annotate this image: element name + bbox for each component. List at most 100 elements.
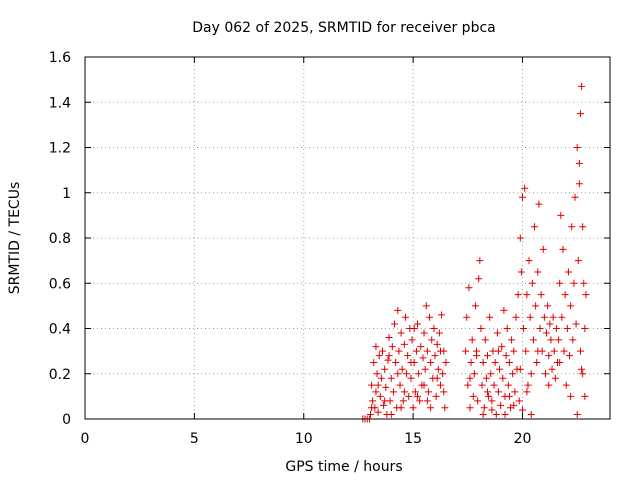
data-point: [535, 200, 543, 208]
data-point: [574, 257, 582, 265]
data-point: [463, 313, 471, 321]
data-point: [548, 365, 556, 373]
data-point: [529, 336, 537, 344]
data-point: [417, 343, 425, 351]
data-point: [510, 347, 518, 355]
data-point: [380, 401, 388, 409]
data-point: [399, 397, 407, 405]
data-point: [581, 392, 589, 400]
data-point: [568, 223, 576, 231]
data-point: [497, 401, 505, 409]
data-point: [377, 374, 385, 382]
data-point: [517, 268, 525, 276]
data-point: [557, 211, 565, 219]
data-point: [408, 336, 416, 344]
data-point: [528, 279, 536, 287]
data-point: [389, 388, 397, 396]
data-point: [501, 410, 509, 418]
data-point: [576, 347, 584, 355]
data-point: [550, 347, 558, 355]
data-point: [519, 193, 526, 201]
data-point: [498, 343, 506, 351]
data-point: [492, 410, 500, 418]
data-point: [556, 279, 564, 287]
data-point: [412, 347, 420, 355]
data-point: [488, 406, 496, 414]
data-point: [475, 275, 483, 283]
data-point: [423, 397, 431, 405]
data-point: [466, 404, 474, 412]
data-point: [510, 401, 518, 409]
data-point: [573, 144, 581, 151]
data-point: [414, 320, 421, 328]
data-point: [576, 110, 584, 118]
data-point: [387, 410, 395, 418]
data-point: [539, 245, 547, 253]
data-point: [508, 336, 516, 344]
data-point: [411, 388, 419, 396]
data-point: [555, 336, 563, 344]
data-point: [467, 358, 475, 366]
x-tick-label: 0: [81, 431, 90, 447]
data-point: [486, 313, 494, 321]
data-point: [416, 397, 424, 405]
data-point: [427, 358, 435, 366]
data-point: [526, 313, 534, 321]
data-point: [569, 336, 577, 344]
data-point: [368, 381, 376, 389]
data-point: [477, 325, 485, 332]
data-point: [504, 381, 512, 389]
data-point: [502, 352, 510, 360]
data-point: [431, 352, 439, 360]
data-point: [494, 388, 502, 396]
data-point: [505, 358, 513, 366]
data-point: [369, 397, 377, 405]
data-point: [422, 302, 430, 310]
data-point: [540, 313, 548, 321]
data-point: [516, 234, 524, 242]
data-point: [527, 410, 535, 418]
data-point: [395, 347, 403, 355]
data-point: [511, 388, 519, 396]
data-point: [493, 329, 501, 337]
data-point: [552, 325, 560, 332]
data-point: [403, 370, 411, 378]
data-point: [470, 370, 478, 378]
data-point: [372, 343, 380, 351]
axis-ticks: 0 5 10 15 20 0 0.2 0.4 0.6 0.8 1 1.2 1.4 1.6: [49, 50, 610, 447]
data-point: [374, 381, 382, 389]
data-point: [481, 336, 489, 344]
data-point: [404, 352, 412, 360]
data-point: [532, 302, 540, 310]
x-axis-label: GPS time / hours: [285, 459, 402, 475]
y-tick-label: 0.8: [49, 231, 71, 247]
data-point: [397, 329, 405, 337]
data-point: [396, 381, 404, 389]
data-point: [465, 284, 473, 292]
data-point: [370, 358, 378, 366]
data-point: [468, 336, 476, 344]
data-point: [485, 392, 493, 400]
data-point: [561, 291, 569, 299]
data-point: [441, 404, 449, 412]
data-point: [415, 370, 423, 378]
data-point: [525, 257, 533, 265]
data-point: [573, 410, 581, 418]
data-point: [420, 381, 428, 389]
data-point: [556, 358, 564, 366]
data-point: [480, 404, 488, 412]
data-point: [581, 325, 589, 332]
data-point: [500, 306, 508, 314]
data-point: [580, 279, 588, 287]
data-point: [582, 291, 590, 299]
data-point: [566, 352, 574, 360]
data-point: [414, 392, 421, 400]
data-point: [434, 365, 442, 373]
data-point: [385, 352, 393, 360]
y-tick-label: 0.4: [49, 322, 71, 338]
data-point: [578, 82, 586, 90]
data-point: [551, 374, 559, 382]
data-point: [387, 374, 395, 382]
data-point: [575, 180, 583, 188]
